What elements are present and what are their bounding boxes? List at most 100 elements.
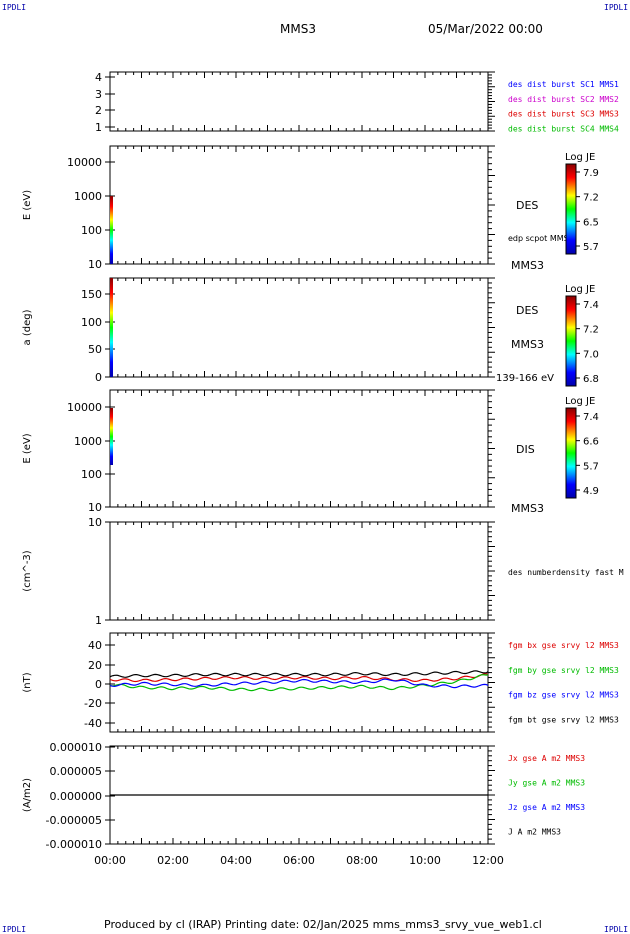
panel5-frame (109, 521, 489, 621)
corner-label-bottom-left: IPDLI (2, 925, 27, 934)
panel5-ytick-label: 10 (88, 516, 102, 529)
panel4-ytick-label: 1000 (74, 435, 102, 448)
panel6-ytick-label: 40 (88, 639, 102, 652)
panel7-legend-entry: Jy gse A m2 MMS3 (508, 779, 585, 788)
panel1-legend-entry: des dist burst SC3 MMS3 (508, 110, 619, 119)
panel3-colorbar (565, 295, 577, 387)
panel3-colorbar-tick-label: 7.4 (583, 300, 599, 311)
panel7-ytick-label: -0.000005 (46, 814, 102, 827)
panel4-label-main: DIS (516, 443, 535, 456)
x-tick-label: 10:00 (409, 854, 441, 867)
panel7-ylabel: (A/m2) (22, 778, 33, 812)
panel6-ytick-label: 0 (95, 678, 102, 691)
panel1-legend-entry: des dist burst SC2 MMS2 (508, 95, 619, 104)
panel2-label-sub: edp scpot MMS3 (508, 234, 574, 243)
panel4-colorbar-title: Log JE (565, 396, 595, 407)
panel6-ytick-label: 20 (88, 659, 102, 672)
panel6-ylabel: (nT) (22, 672, 33, 692)
panel7-legend-entry: Jx gse A m2 MMS3 (508, 754, 585, 763)
panel6-legend-entry: fgm bz gse srvy l2 MMS3 (508, 691, 619, 700)
panel3-spectrogram-strip (110, 278, 113, 377)
panel3-colorbar-title: Log JE (565, 284, 595, 295)
panel6-ytick-label: -20 (84, 697, 102, 710)
panel6-legend-entry: fgm bt gse srvy l2 MMS3 (508, 715, 619, 724)
x-tick-label: 02:00 (157, 854, 189, 867)
panel4-colorbar-tick-label: 4.9 (583, 486, 599, 497)
panel4-frame (109, 389, 489, 508)
panel4-colorbar-tick-label: 5.7 (583, 461, 599, 472)
panel7-ytick-label: 0.000010 (50, 741, 103, 754)
panel1-legend-entry: des dist burst SC4 MMS4 (508, 124, 619, 133)
panel2-colorbar (565, 163, 577, 255)
panel2-label-sc: MMS3 (511, 259, 544, 272)
panel4-colorbar-tick-label: 6.6 (583, 437, 599, 448)
corner-label-bottom-right: IPDLI (604, 925, 629, 934)
panel4-spectrogram-strip (110, 408, 113, 465)
panel4-label-sc: MMS3 (511, 502, 544, 515)
panel3-ytick-label: 150 (81, 288, 102, 301)
panel1-ytick-label: 3 (95, 88, 102, 101)
spacecraft-title: MMS3 (280, 22, 316, 36)
x-tick-label: 00:00 (94, 854, 126, 867)
panel5-ytick-label: 1 (95, 614, 102, 627)
panel6-series-line (109, 673, 489, 683)
panel3-colorbar-tick-label: 7.2 (583, 325, 599, 336)
panel7-ytick-label: 0.000005 (50, 765, 103, 778)
panel2-ylabel: E (eV) (22, 190, 33, 220)
panel6-frame (109, 632, 489, 733)
panel2-colorbar-tick-label: 6.5 (583, 217, 599, 228)
panel4-ylabel: E (eV) (22, 433, 33, 463)
panel3-colorbar-tick-label: 7.0 (583, 349, 599, 360)
panel6-series-line (109, 674, 489, 692)
panel7-ytick-label: 0.000000 (50, 790, 103, 803)
panel3-ylabel: a (deg) (22, 309, 33, 345)
panel1-ytick-label: 2 (95, 104, 102, 117)
panel4-ytick-label: 100 (81, 468, 102, 481)
panel7-legend-entry: Jz gse A m2 MMS3 (508, 803, 585, 812)
panel2-frame (109, 145, 489, 265)
panel6-series-line (109, 670, 489, 678)
x-tick-label: 06:00 (283, 854, 315, 867)
panel3-ytick-label: 0 (95, 371, 102, 384)
datetime-title: 05/Mar/2022 00:00 (428, 22, 543, 36)
panel1-ytick-label: 1 (95, 121, 102, 134)
panel2-label-main: DES (516, 199, 538, 212)
panel5-ylabel: (cm^-3) (22, 550, 33, 591)
panel3-colorbar-tick-label: 6.8 (583, 374, 599, 385)
panel3-frame (109, 277, 489, 378)
panel4-colorbar-tick-label: 7.4 (583, 412, 599, 423)
panel1-legend-entry: des dist burst SC1 MMS1 (508, 80, 619, 89)
panel2-spectrogram-strip (110, 196, 113, 264)
panel5-legend-entry: des numberdensity fast M (508, 568, 624, 577)
panel4-ytick-label: 10000 (67, 401, 102, 414)
panel1-ytick-label: 4 (95, 71, 102, 84)
panel2-colorbar-title: Log JE (565, 152, 595, 163)
panel2-colorbar-tick-label: 7.2 (583, 193, 599, 204)
x-tick-label: 12:00 (472, 854, 504, 867)
panel3-label-energy: 139-166 eV (496, 373, 554, 384)
panel3-ytick-label: 100 (81, 316, 102, 329)
x-tick-label: 04:00 (220, 854, 252, 867)
panel2-ytick-label: 1000 (74, 190, 102, 203)
corner-label-top-right: IPDLI (604, 3, 629, 12)
panel4-ytick-label: 10 (88, 501, 102, 514)
panel1-frame (109, 71, 489, 132)
panel2-ytick-label: 100 (81, 224, 102, 237)
panel2-colorbar-tick-label: 5.7 (583, 242, 599, 253)
panel7-legend-entry: J A m2 MMS3 (508, 828, 561, 837)
panel2-colorbar-tick-label: 7.9 (583, 168, 599, 179)
panel6-legend-entry: fgm bx gse srvy l2 MMS3 (508, 641, 619, 650)
panel4-colorbar (565, 407, 577, 499)
footer-credits: Produced by cl (IRAP) Printing date: 02/… (104, 918, 542, 931)
panel3-ytick-label: 50 (88, 343, 102, 356)
panel6-legend-entry: fgm by gse srvy l2 MMS3 (508, 666, 619, 675)
panel2-ytick-label: 10 (88, 258, 102, 271)
corner-label-top-left: IPDLI (2, 3, 27, 12)
panel2-ytick-label: 10000 (67, 156, 102, 169)
panel3-label-sub: MMS3 (511, 338, 544, 351)
panel7-ytick-label: -0.000010 (46, 838, 102, 851)
panel6-series-line (109, 678, 489, 689)
panel6-ytick-label: -40 (84, 717, 102, 730)
panel3-label-main: DES (516, 304, 538, 317)
